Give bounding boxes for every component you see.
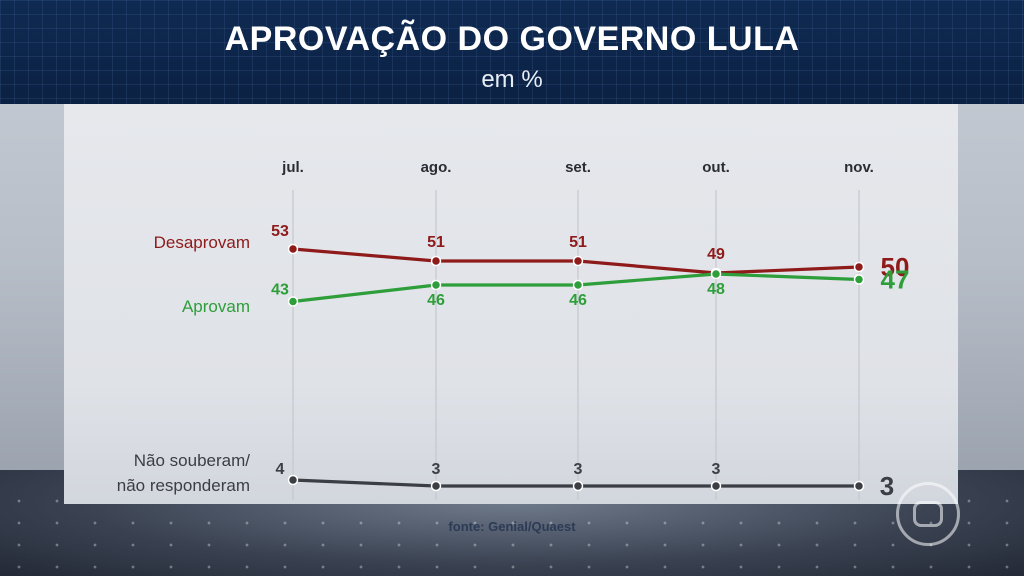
data-point-aprovam-3 bbox=[710, 268, 722, 280]
series-name-aprovam: Aprovam bbox=[182, 297, 250, 316]
data-point-aprovam-4 bbox=[853, 274, 865, 285]
series-name-nao_souberam-line-1: não responderam bbox=[117, 476, 250, 495]
category-label-3: out. bbox=[702, 159, 730, 176]
source-label: fonte: Genial/Quaest bbox=[448, 519, 576, 534]
data-label-desaprovam-3: 49 bbox=[707, 246, 725, 263]
chart-title: APROVAÇÃO DO GOVERNO LULA bbox=[224, 20, 800, 58]
data-point-nao_souberam-1 bbox=[430, 480, 442, 492]
data-point-nao_souberam-0 bbox=[287, 474, 299, 486]
data-label-aprovam-3: 48 bbox=[707, 281, 725, 298]
data-point-desaprovam-2 bbox=[572, 255, 584, 267]
data-label-nao_souberam-4: 3 bbox=[880, 471, 894, 501]
data-point-desaprovam-1 bbox=[430, 255, 442, 267]
data-point-aprovam-1 bbox=[430, 279, 442, 291]
data-label-aprovam-4: 47 bbox=[881, 265, 910, 295]
data-point-aprovam-0 bbox=[287, 296, 299, 307]
category-label-4: nov. bbox=[844, 159, 874, 176]
data-point-desaprovam-0 bbox=[287, 243, 299, 255]
data-point-nao_souberam-3 bbox=[710, 480, 722, 492]
category-label-1: ago. bbox=[421, 159, 452, 176]
header-grid-pattern bbox=[0, 0, 1024, 104]
data-point-aprovam-2 bbox=[572, 279, 584, 291]
data-label-nao_souberam-3: 3 bbox=[712, 461, 721, 478]
series-name-nao_souberam-line-0: Não souberam/ bbox=[134, 451, 251, 470]
data-point-nao_souberam-2 bbox=[572, 480, 584, 492]
category-label-0: jul. bbox=[281, 159, 304, 176]
background-dots bbox=[0, 490, 1024, 576]
series-name-desaprovam: Desaprovam bbox=[154, 233, 250, 252]
data-label-aprovam-1: 46 bbox=[427, 292, 445, 309]
data-label-desaprovam-1: 51 bbox=[427, 234, 445, 251]
data-label-nao_souberam-0: 4 bbox=[276, 461, 285, 478]
data-point-nao_souberam-4 bbox=[853, 480, 865, 492]
header-bar: APROVAÇÃO DO GOVERNO LULA em % bbox=[0, 0, 1024, 104]
data-point-desaprovam-4 bbox=[853, 261, 865, 273]
data-label-desaprovam-4: 50 bbox=[881, 252, 910, 282]
tv-logo-icon bbox=[896, 482, 960, 546]
data-label-aprovam-0: 43 bbox=[271, 282, 289, 299]
category-label-2: set. bbox=[565, 159, 591, 176]
data-label-nao_souberam-2: 3 bbox=[574, 461, 583, 478]
data-label-desaprovam-0: 53 bbox=[271, 223, 289, 240]
data-label-nao_souberam-1: 3 bbox=[432, 461, 441, 478]
chart-subtitle: em % bbox=[481, 66, 543, 93]
data-label-desaprovam-2: 51 bbox=[569, 234, 587, 251]
data-label-aprovam-2: 46 bbox=[569, 292, 587, 309]
chart-panel bbox=[64, 104, 958, 504]
